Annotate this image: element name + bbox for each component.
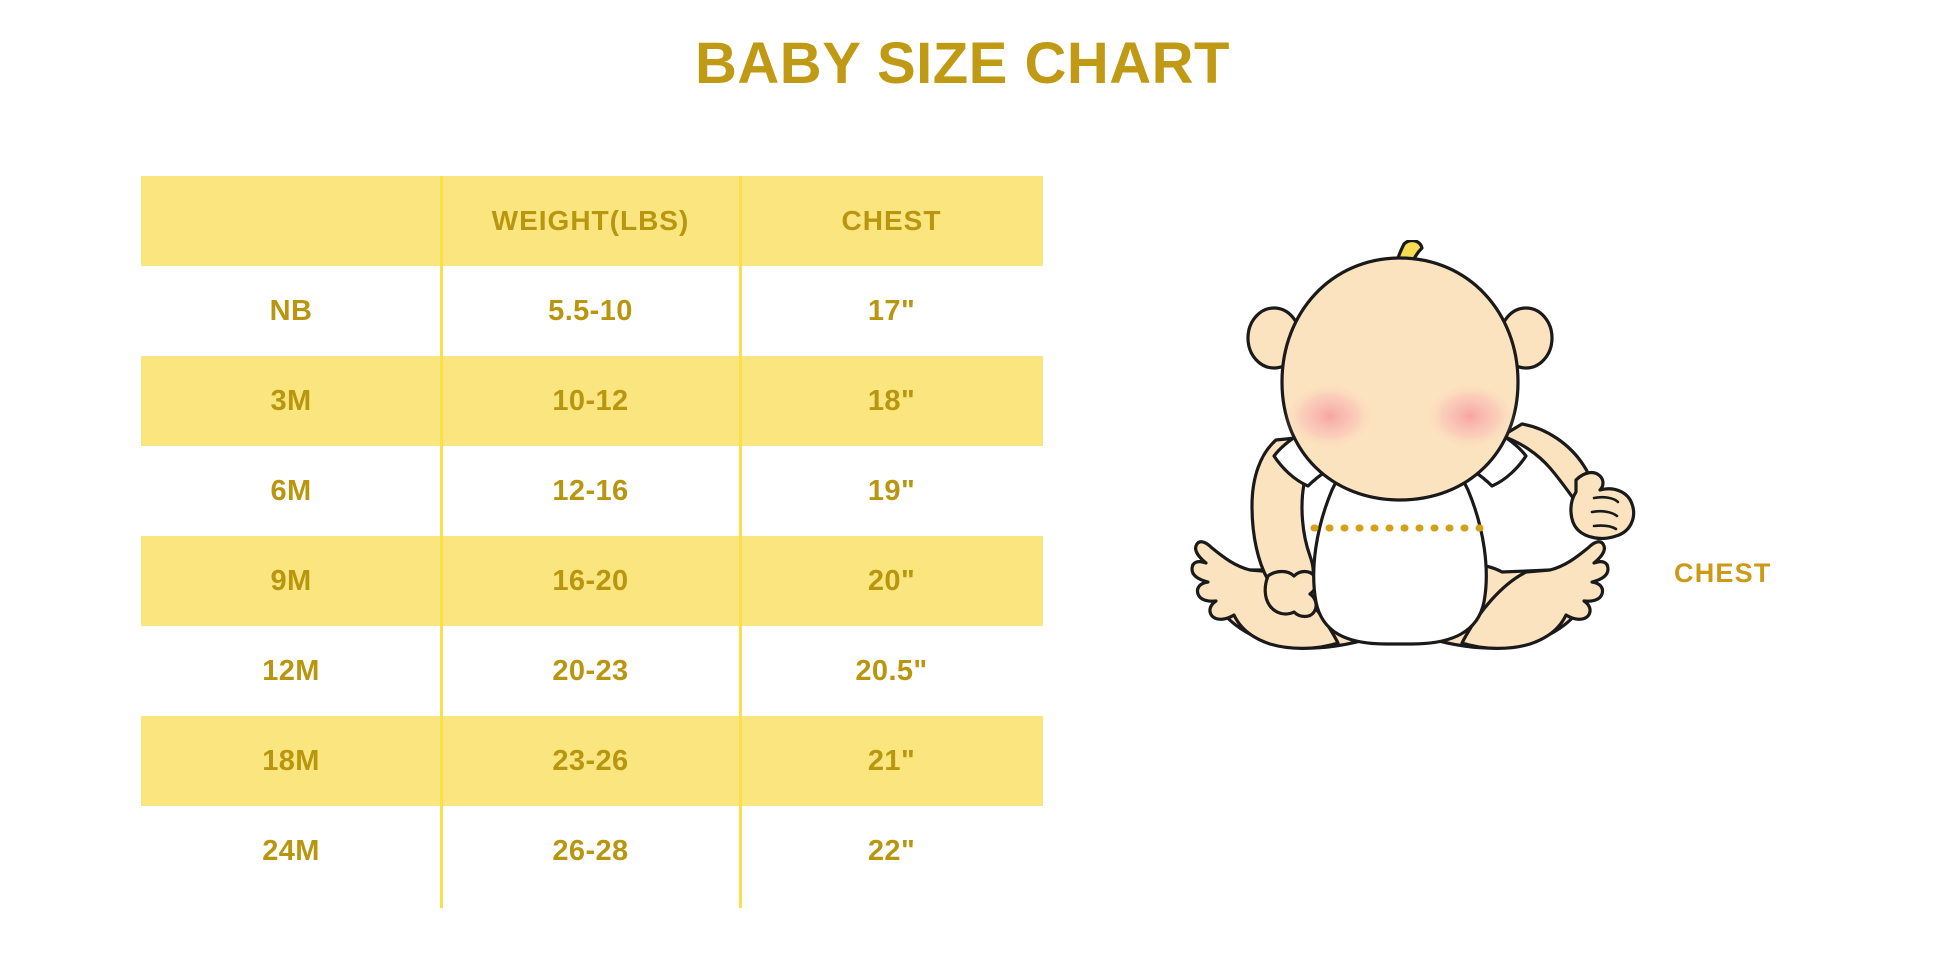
cell-size: 3M — [141, 356, 441, 446]
baby-right-arm — [1500, 422, 1636, 541]
baby-illustration — [1190, 240, 1690, 840]
table-row: 9M 16-20 20" — [141, 536, 1043, 626]
chest-measurement-label: CHEST — [1674, 558, 1772, 588]
table-header-row: WEIGHT(LBS) CHEST — [141, 176, 1043, 266]
table-body: NB 5.5-10 17" 3M 10-12 18" 6M 12-16 19" … — [141, 266, 1043, 896]
cell-weight: 20-23 — [441, 626, 740, 716]
baby-size-table: WEIGHT(LBS) CHEST NB 5.5-10 17" 3M 10-12… — [141, 176, 1043, 896]
cell-weight: 26-28 — [441, 806, 740, 896]
page-title: BABY SIZE CHART — [695, 31, 1230, 96]
table-row: 3M 10-12 18" — [141, 356, 1043, 446]
table-row: 6M 12-16 19" — [141, 446, 1043, 536]
header-chest: CHEST — [740, 176, 1043, 266]
cell-chest: 20" — [740, 536, 1043, 626]
cell-size: 9M — [141, 536, 441, 626]
cell-chest: 19" — [740, 446, 1043, 536]
cell-size: 12M — [141, 626, 441, 716]
cell-chest: 21" — [740, 716, 1043, 806]
cell-size: NB — [141, 266, 441, 356]
cell-size: 18M — [141, 716, 441, 806]
header-weight: WEIGHT(LBS) — [441, 176, 740, 266]
column-divider-line-2 — [739, 176, 742, 908]
cell-size: 6M — [141, 446, 441, 536]
baby-left-cheek-blush — [1284, 382, 1376, 450]
cell-chest: 17" — [740, 266, 1043, 356]
header-size — [141, 176, 441, 266]
cell-chest: 22" — [740, 806, 1043, 896]
cell-weight: 10-12 — [441, 356, 740, 446]
cell-chest: 20.5" — [740, 626, 1043, 716]
cell-weight: 16-20 — [441, 536, 740, 626]
table-row: 24M 26-28 22" — [141, 806, 1043, 896]
cell-chest: 18" — [740, 356, 1043, 446]
cell-weight: 23-26 — [441, 716, 740, 806]
table-row: 12M 20-23 20.5" — [141, 626, 1043, 716]
cell-weight: 5.5-10 — [441, 266, 740, 356]
table-row: 18M 23-26 21" — [141, 716, 1043, 806]
cell-weight: 12-16 — [441, 446, 740, 536]
cell-size: 24M — [141, 806, 441, 896]
column-divider-line-1 — [440, 176, 443, 908]
table-row: NB 5.5-10 17" — [141, 266, 1043, 356]
baby-right-cheek-blush — [1424, 382, 1516, 450]
